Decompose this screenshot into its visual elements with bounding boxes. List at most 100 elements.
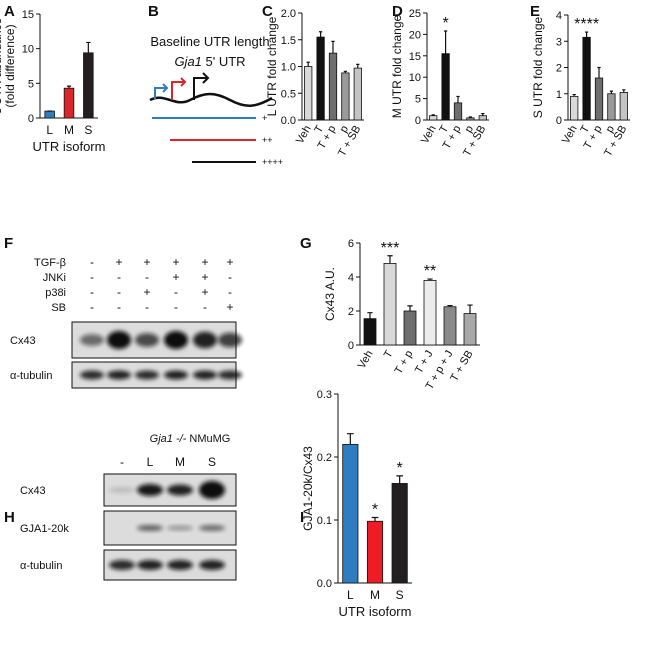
treatment-label: TGF-β — [34, 257, 66, 269]
y-axis-label: Cx43 A.U. — [323, 267, 337, 321]
bar — [341, 72, 350, 121]
sign: - — [174, 300, 178, 314]
x-axis-label: UTR isoform — [339, 604, 412, 619]
x-tick-label: p — [338, 124, 351, 135]
sign: + — [143, 285, 150, 299]
sign: + — [201, 270, 208, 284]
error-bar — [306, 61, 310, 67]
band — [218, 332, 242, 348]
treatment-label: JNKi — [43, 272, 66, 284]
band — [167, 484, 193, 496]
sign: - — [203, 300, 207, 314]
sign: + — [201, 285, 208, 299]
tss-arrow — [154, 87, 166, 99]
bar — [453, 102, 463, 121]
band — [107, 331, 131, 349]
band — [164, 331, 188, 349]
sign: - — [174, 285, 178, 299]
band — [193, 331, 217, 349]
band — [135, 333, 159, 347]
sign: - — [90, 300, 94, 314]
sign: - — [145, 270, 149, 284]
panel-label: H — [4, 509, 15, 526]
utr-line — [149, 92, 273, 107]
x-tick-label: L — [46, 123, 53, 137]
x-tick-label: S — [396, 588, 404, 602]
y-axis-label: GJA1-20k/Cx43 — [301, 446, 315, 531]
y-tick-label: 5 — [415, 94, 421, 106]
sign: + — [172, 255, 179, 269]
band — [167, 560, 193, 570]
y-tick-label: 0 — [348, 340, 354, 352]
error-bar — [456, 95, 460, 103]
sign: + — [226, 255, 233, 269]
tss-arrow — [162, 83, 169, 93]
panel-label: D — [392, 3, 403, 20]
x-tick-label: p — [604, 124, 617, 135]
y-tick-label: 1.5 — [281, 35, 296, 47]
y-tick-label: 4 — [348, 272, 354, 284]
x-tick-label: Veh — [356, 349, 376, 371]
x-tick-label: M — [370, 588, 380, 602]
x-tick-label: Veh — [419, 124, 439, 146]
band-label: α-tubulin — [20, 560, 62, 572]
error-bar — [367, 312, 373, 319]
band — [137, 484, 163, 496]
sign: - — [90, 285, 94, 299]
error-bar — [597, 66, 601, 78]
y-axis-label: 5'UTR abundance — [0, 18, 4, 115]
annotation: * — [442, 15, 448, 32]
y-tick-label: 2 — [348, 306, 354, 318]
error-bar — [356, 63, 360, 69]
band — [193, 370, 217, 380]
bar — [366, 520, 384, 584]
band — [109, 487, 135, 493]
annotation: **** — [574, 16, 599, 33]
bar — [328, 52, 338, 121]
y-tick-label: 10 — [22, 44, 34, 56]
error-bar — [346, 433, 354, 445]
band — [199, 525, 225, 531]
y-axis-label: (fold difference) — [3, 24, 17, 107]
bar — [594, 77, 604, 121]
sign: - — [90, 270, 94, 284]
error-bar — [371, 516, 379, 522]
cell-name: NMuMG — [186, 433, 230, 445]
error-bar — [343, 70, 348, 73]
bar — [391, 483, 408, 584]
annotation: ** — [424, 263, 436, 280]
bar — [403, 310, 417, 346]
band — [167, 525, 193, 531]
error-bar — [443, 30, 448, 54]
band — [80, 334, 104, 346]
level: ++ — [262, 135, 273, 145]
error-bar — [467, 304, 473, 314]
panel-label: G — [300, 235, 312, 252]
annotation: * — [372, 501, 378, 518]
error-bar — [622, 89, 626, 93]
sign: + — [115, 255, 122, 269]
panel-label: I — [300, 509, 304, 526]
band — [137, 560, 163, 570]
diagram-title: Baseline UTR length — [150, 34, 269, 49]
tss-arrow — [171, 81, 184, 100]
y-axis-label: M UTR fold change — [390, 14, 404, 118]
error-bar — [572, 93, 576, 97]
treatment-label: p38i — [45, 287, 66, 299]
y-tick-label: 0 — [556, 115, 562, 127]
bar — [429, 115, 438, 121]
sign: + — [201, 255, 208, 269]
error-bar — [66, 85, 72, 89]
band — [199, 560, 225, 570]
y-tick-label: 20 — [409, 29, 421, 41]
band-label: GJA1-20k — [20, 523, 69, 535]
x-tick-label: Veh — [294, 124, 314, 146]
error-bar — [318, 31, 323, 38]
y-tick-label: 25 — [409, 8, 421, 20]
band — [218, 370, 242, 380]
band — [164, 370, 188, 380]
bar — [363, 318, 377, 346]
sign: - — [145, 300, 149, 314]
bar — [304, 66, 313, 121]
